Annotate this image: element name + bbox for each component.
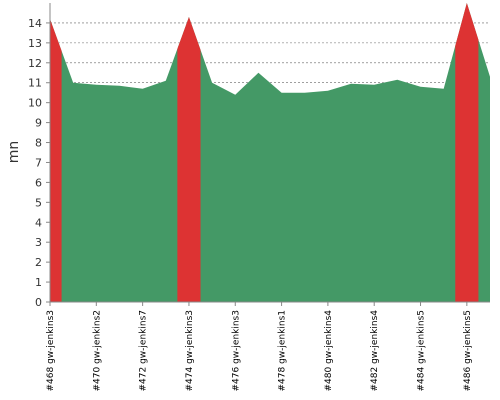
- x-tick-label: #474 gw-jenkins3: [185, 310, 195, 391]
- failed-segment: [177, 16, 201, 302]
- x-tick-label: #486 gw-jenkins5: [463, 310, 473, 391]
- y-tick-label: 9: [35, 117, 42, 130]
- y-tick-label: 1: [35, 276, 42, 289]
- x-tick-label: #484 gw-jenkins5: [417, 310, 427, 391]
- y-tick-label: 7: [35, 156, 42, 169]
- y-tick-label: 2: [35, 256, 42, 269]
- y-tick-label: 12: [28, 57, 42, 70]
- y-tick-label: 13: [28, 37, 42, 50]
- y-tick-label: 11: [28, 77, 42, 90]
- y-tick-label: 3: [35, 236, 42, 249]
- y-tick-label: 10: [28, 97, 42, 110]
- x-tick-label: #482 gw-jenkins4: [370, 310, 380, 392]
- x-tick-label: #480 gw-jenkins4: [324, 310, 334, 392]
- failed-segment: [455, 3, 479, 302]
- y-tick-label: 5: [35, 196, 42, 209]
- failed-segment: [50, 18, 62, 303]
- y-axis-label: mn: [6, 141, 22, 164]
- x-tick-label: #470 gw-jenkins2: [92, 310, 102, 391]
- y-tick-label: 14: [28, 17, 42, 30]
- x-tick-label: #476 gw-jenkins3: [231, 310, 241, 391]
- x-tick-label: #478 gw-jenkins1: [278, 310, 288, 391]
- y-tick-label: 8: [35, 137, 42, 150]
- x-tick-label: #468 gw-jenkins3: [46, 310, 56, 391]
- y-tick-label: 4: [35, 216, 42, 229]
- area: [50, 3, 490, 302]
- y-tick-label: 6: [35, 176, 42, 189]
- x-tick-label: #472 gw-jenkins7: [139, 310, 149, 391]
- y-tick-label: 0: [35, 296, 42, 309]
